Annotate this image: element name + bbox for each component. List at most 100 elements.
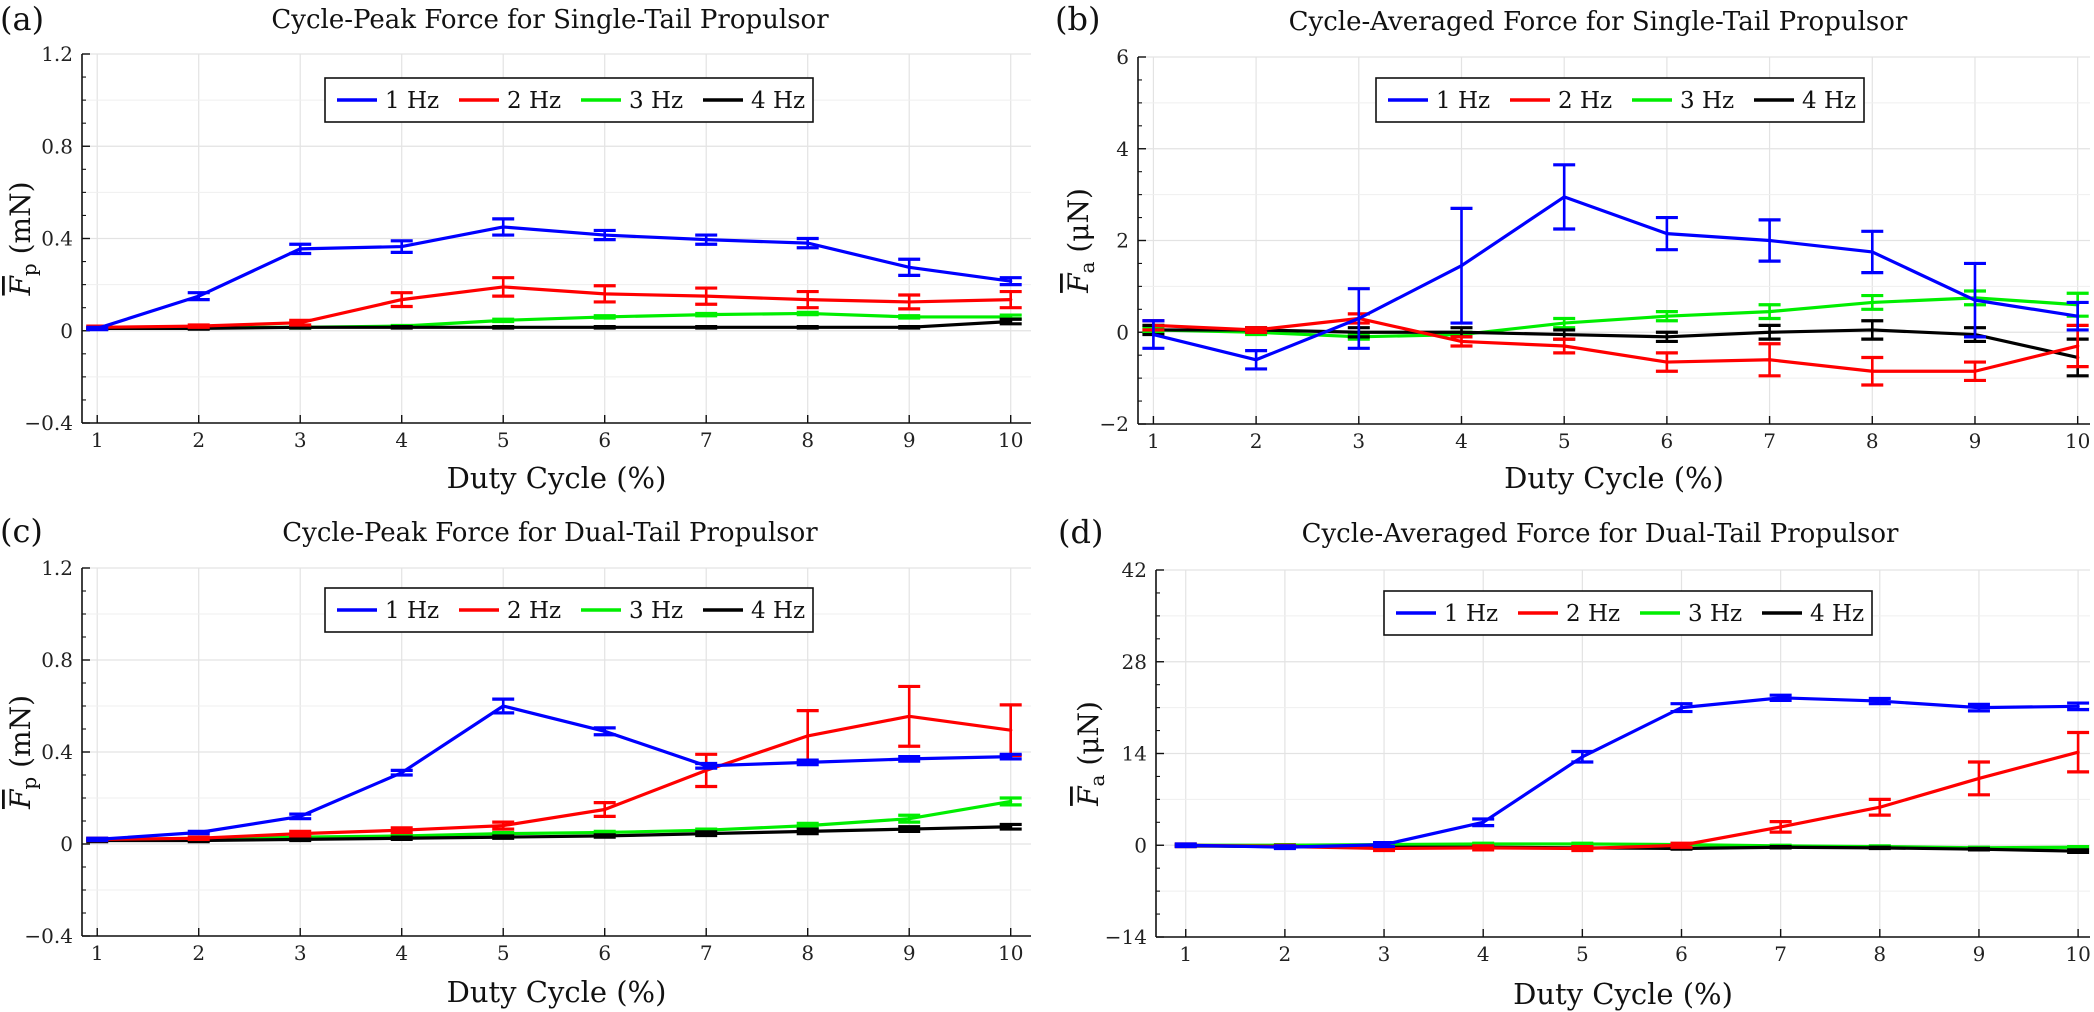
data-point (704, 313, 708, 317)
data-point (907, 325, 911, 329)
x-tick-label: 4 (1477, 942, 1490, 966)
y-tick-label: 42 (1122, 558, 1147, 582)
data-point (197, 836, 201, 840)
x-tick-label: 9 (1973, 942, 1986, 966)
data-point (806, 311, 810, 316)
chart-title: Cycle-Averaged Force for Single-Tail Pro… (1289, 7, 1908, 37)
data-point (400, 244, 404, 249)
data-point (400, 771, 404, 775)
data-point (1481, 846, 1485, 850)
x-tick-label: 7 (700, 941, 713, 965)
x-axis-title: Duty Cycle (%) (1513, 977, 1733, 1011)
series-line (97, 319, 1011, 331)
y-axis-symbol: F (1072, 785, 1105, 807)
data-point (1973, 298, 1977, 302)
series-2-hz (1174, 730, 2090, 853)
data-point (2076, 750, 2080, 754)
data-point (603, 325, 607, 329)
data-point (1665, 335, 1669, 339)
data-point (1151, 332, 1156, 337)
y-tick-label: 0.4 (41, 740, 73, 764)
x-tick-label: 8 (801, 941, 814, 965)
data-point (1580, 842, 1584, 846)
y-tick-label: −0.4 (24, 924, 73, 948)
y-tick-label: 1.2 (41, 556, 73, 580)
x-tick-label: 6 (1661, 429, 1674, 453)
x-tick-label: 3 (294, 941, 307, 965)
data-point (298, 247, 302, 251)
x-tick-label: 1 (91, 428, 104, 452)
data-point (1767, 358, 1772, 362)
series-2-hz (86, 276, 1022, 331)
series-line (1153, 328, 2079, 360)
panel-label: (c) (0, 512, 43, 550)
data-point (400, 298, 404, 302)
x-tick-label: 3 (294, 428, 307, 452)
data-point (704, 832, 708, 836)
data-point (1779, 845, 1783, 849)
y-axis-title: Fa (μN) (1072, 701, 1109, 807)
data-point (806, 760, 810, 764)
legend-label: 2 Hz (507, 598, 561, 624)
legend: 1 Hz 2 Hz 3 Hz 4 Hz (324, 587, 814, 633)
legend: 1 Hz 2 Hz 3 Hz 4 Hz (324, 77, 814, 123)
data-point (1665, 360, 1669, 364)
x-tick-label: 10 (998, 428, 1023, 452)
x-tick-label: 5 (497, 428, 510, 452)
data-point (907, 315, 911, 319)
legend-label: 4 Hz (1802, 88, 1856, 114)
x-tick-label: 10 (2065, 942, 2090, 966)
legend-label: 3 Hz (629, 88, 683, 114)
data-point (1481, 820, 1485, 824)
data-point (1009, 755, 1013, 759)
data-point (1580, 846, 1584, 851)
x-axis-title: Duty Cycle (%) (447, 975, 667, 1009)
data-point (907, 827, 911, 831)
x-tick-label: 4 (1455, 429, 1468, 453)
data-point (1459, 264, 1464, 268)
y-axis-symbol: F (1062, 272, 1095, 294)
data-point (2076, 344, 2080, 348)
x-tick-label: 7 (1774, 942, 1787, 966)
data-point (1665, 232, 1669, 236)
data-point (806, 325, 810, 329)
data-point (1977, 776, 1981, 781)
legend-label: 1 Hz (385, 88, 439, 114)
x-tick-label: 10 (2065, 429, 2090, 453)
y-axis-unit: (μN) (1062, 188, 1095, 261)
data-point (806, 241, 810, 245)
series-line (1185, 750, 2079, 851)
chart-title: Cycle-Averaged Force for Dual-Tail Propu… (1302, 519, 1899, 549)
data-point (1254, 328, 1258, 332)
data-point (1779, 696, 1783, 700)
legend-label: 3 Hz (629, 598, 683, 624)
data-point (501, 704, 505, 708)
x-tick-label: 2 (192, 428, 205, 452)
data-point (1459, 339, 1464, 344)
series-line (1153, 316, 2079, 373)
x-tick-label: 2 (192, 941, 205, 965)
series-line (1185, 696, 2079, 849)
data-point (2076, 704, 2080, 708)
data-point (704, 294, 708, 298)
chart-panel-1: −0.4 0 0.4 0.8 1.2 1 2 3 4 5 6 7 8 9 10 1 Hz 2 Hz 3 Hz 4 H… (0, 0, 1031, 495)
x-tick-label: 1 (91, 941, 104, 965)
x-tick-label: 2 (1279, 942, 1292, 966)
y-axis-unit: (μN) (1072, 701, 1105, 774)
x-tick-label: 9 (903, 428, 916, 452)
data-point (603, 834, 607, 838)
data-point (400, 828, 404, 832)
data-point (806, 824, 810, 828)
data-point (1870, 369, 1874, 373)
data-point (1009, 825, 1013, 829)
data-point (1562, 195, 1566, 199)
y-tick-label: 1.2 (41, 42, 73, 66)
data-point (907, 300, 911, 304)
series-1-hz (86, 217, 1022, 332)
y-tick-label: 28 (1122, 650, 1147, 674)
series-line (96, 225, 1011, 330)
data-point (1870, 250, 1874, 254)
y-tick-label: 0.4 (41, 227, 73, 251)
data-point (806, 734, 810, 738)
